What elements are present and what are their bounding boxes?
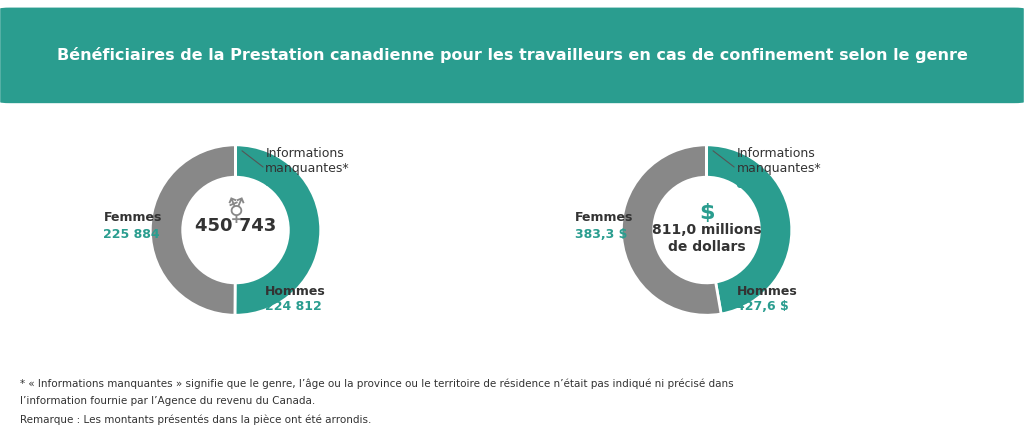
Text: $: $: [698, 203, 715, 223]
Text: Hommes: Hommes: [265, 285, 326, 298]
Text: manquantes*: manquantes*: [736, 162, 821, 175]
Text: 383,3 $: 383,3 $: [574, 228, 627, 241]
Text: Hommes: Hommes: [736, 285, 797, 298]
Text: 427,6 $: 427,6 $: [736, 300, 790, 313]
Wedge shape: [234, 145, 321, 315]
Text: Informations: Informations: [736, 147, 815, 160]
Text: ⚧: ⚧: [225, 199, 246, 224]
Text: Remarque : Les montants présentés dans la pièce ont été arrondis.: Remarque : Les montants présentés dans l…: [20, 415, 372, 426]
Text: 450 743: 450 743: [195, 217, 276, 235]
Text: l’information fournie par l’Agence du revenu du Canada.: l’information fournie par l’Agence du re…: [20, 395, 315, 406]
Text: manquantes*: manquantes*: [265, 162, 350, 175]
Text: Bénéficiaires de la Prestation canadienne pour les travailleurs en cas de confin: Bénéficiaires de la Prestation canadienn…: [56, 47, 968, 63]
Wedge shape: [151, 145, 236, 315]
Text: de dollars: de dollars: [668, 240, 745, 254]
Wedge shape: [707, 145, 792, 314]
Wedge shape: [622, 145, 721, 315]
Text: Informations: Informations: [265, 147, 344, 160]
Text: 811,0 millions: 811,0 millions: [651, 223, 762, 237]
Text: * « Informations manquantes » signifie que le genre, l’âge ou la province ou le : * « Informations manquantes » signifie q…: [20, 379, 734, 389]
FancyBboxPatch shape: [0, 8, 1024, 103]
Text: Femmes: Femmes: [574, 211, 633, 224]
Text: 225 884: 225 884: [103, 228, 160, 241]
Text: Femmes: Femmes: [103, 211, 162, 224]
Text: 0,1 $: 0,1 $: [736, 178, 772, 190]
Text: 224 812: 224 812: [265, 300, 323, 313]
FancyBboxPatch shape: [0, 5, 1024, 379]
Text: 47: 47: [265, 178, 283, 190]
